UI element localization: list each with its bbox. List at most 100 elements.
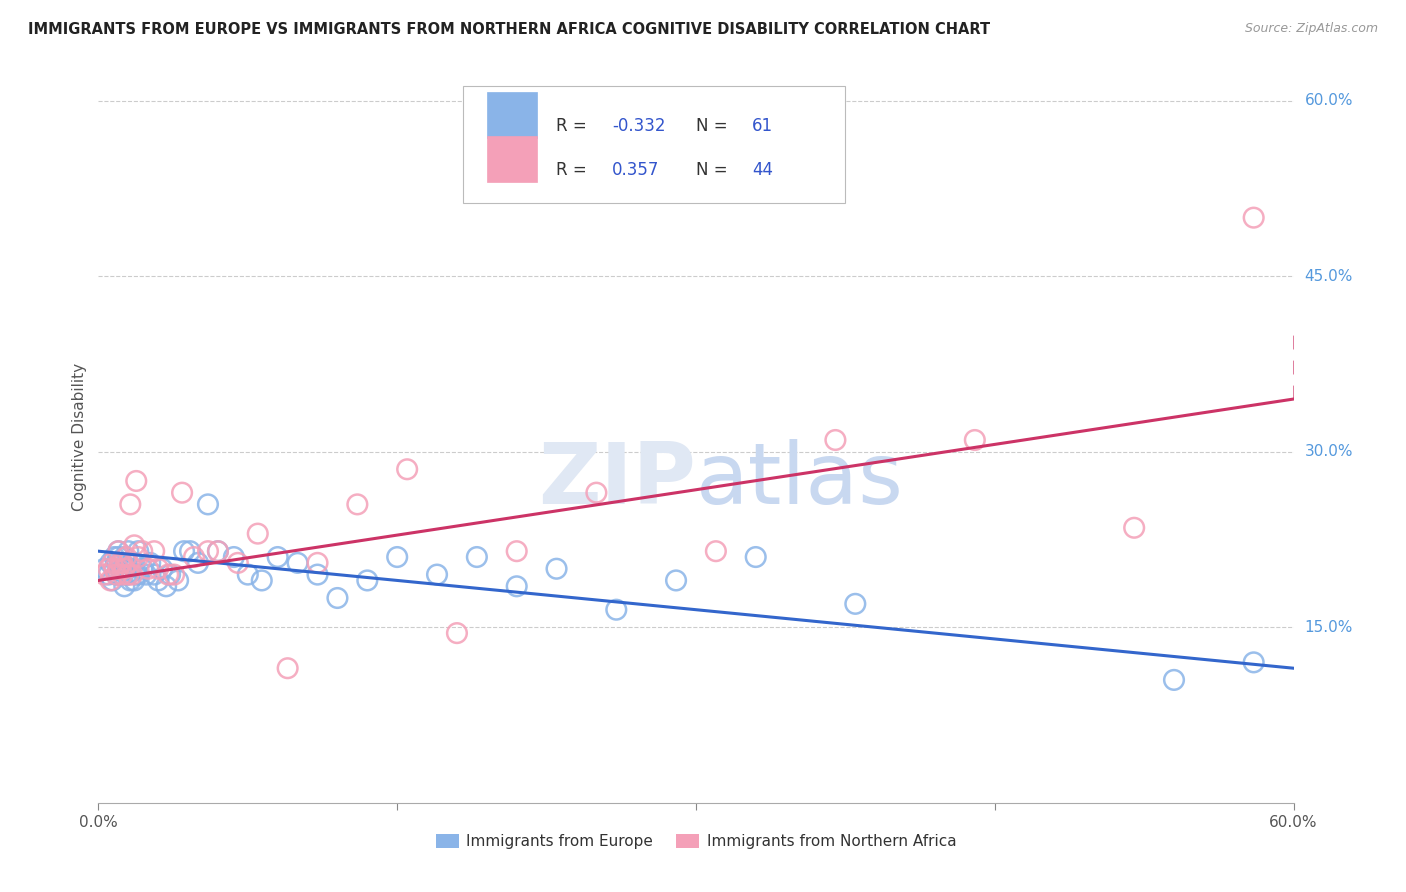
Point — [103, 562, 125, 576]
Point — [157, 567, 180, 582]
Point — [148, 562, 170, 576]
Point — [179, 544, 201, 558]
Point — [250, 574, 273, 588]
Text: IMMIGRANTS FROM EUROPE VS IMMIGRANTS FROM NORTHERN AFRICA COGNITIVE DISABILITY C: IMMIGRANTS FROM EUROPE VS IMMIGRANTS FRO… — [28, 22, 990, 37]
Point — [127, 544, 149, 558]
Point — [107, 544, 129, 558]
Point — [115, 549, 138, 564]
Point — [704, 544, 727, 558]
Point — [111, 556, 134, 570]
Text: 45.0%: 45.0% — [1305, 268, 1353, 284]
Point — [1123, 521, 1146, 535]
Point — [125, 567, 148, 582]
Point — [465, 549, 488, 564]
Point — [105, 567, 128, 582]
Text: 60.0%: 60.0% — [1305, 93, 1353, 108]
Point — [346, 497, 368, 511]
Legend: Immigrants from Europe, Immigrants from Northern Africa: Immigrants from Europe, Immigrants from … — [432, 830, 960, 854]
Point — [135, 567, 157, 582]
Point — [163, 567, 186, 582]
FancyBboxPatch shape — [463, 86, 845, 203]
Point — [93, 567, 115, 582]
Point — [326, 591, 349, 605]
Point — [124, 556, 146, 570]
Point — [307, 556, 329, 570]
Point — [150, 562, 173, 576]
Point — [385, 549, 409, 564]
Point — [93, 562, 115, 576]
Point — [1163, 673, 1185, 687]
Point — [131, 562, 153, 576]
FancyBboxPatch shape — [486, 136, 537, 182]
Point — [98, 556, 122, 570]
Point — [103, 562, 125, 576]
Point — [117, 567, 139, 582]
Point — [117, 556, 139, 570]
Text: 30.0%: 30.0% — [1305, 444, 1353, 459]
Text: -0.332: -0.332 — [613, 117, 666, 135]
Point — [111, 562, 134, 576]
Point — [121, 567, 143, 582]
Text: R =: R = — [557, 161, 586, 179]
Text: 15.0%: 15.0% — [1305, 620, 1353, 635]
Point — [107, 562, 129, 576]
Y-axis label: Cognitive Disability: Cognitive Disability — [72, 363, 87, 511]
Point — [396, 462, 419, 476]
Point — [115, 567, 138, 582]
Point — [143, 567, 166, 582]
Point — [1243, 211, 1265, 225]
Point — [585, 485, 607, 500]
Point — [107, 544, 129, 558]
Point — [127, 567, 149, 582]
Point — [136, 562, 159, 576]
Point — [131, 544, 153, 558]
Point — [197, 544, 219, 558]
Point — [506, 579, 529, 593]
Point — [120, 497, 142, 511]
Point — [546, 562, 568, 576]
Point — [127, 549, 149, 564]
Point — [173, 544, 195, 558]
Point — [172, 485, 194, 500]
Point — [226, 556, 249, 570]
Text: 44: 44 — [752, 161, 773, 179]
Point — [97, 562, 120, 576]
Text: ZIP: ZIP — [538, 440, 696, 523]
Point — [117, 567, 139, 582]
Point — [287, 556, 309, 570]
Point — [426, 567, 449, 582]
Point — [105, 556, 128, 570]
Point — [1243, 656, 1265, 670]
Point — [167, 574, 190, 588]
Text: R =: R = — [557, 117, 586, 135]
Point — [112, 562, 135, 576]
Text: atlas: atlas — [696, 440, 904, 523]
Point — [963, 433, 986, 447]
Point — [117, 544, 139, 558]
Point — [139, 556, 162, 570]
Text: Source: ZipAtlas.com: Source: ZipAtlas.com — [1244, 22, 1378, 36]
Point — [605, 603, 627, 617]
Point — [124, 538, 146, 552]
Point — [111, 567, 134, 582]
Point — [187, 556, 209, 570]
Text: 0.357: 0.357 — [613, 161, 659, 179]
Point — [745, 549, 768, 564]
Point — [155, 579, 177, 593]
Point — [120, 574, 142, 588]
Point — [101, 574, 124, 588]
Point — [183, 549, 205, 564]
Text: N =: N = — [696, 161, 727, 179]
Point — [143, 544, 166, 558]
Point — [110, 556, 132, 570]
Point — [844, 597, 866, 611]
Point — [112, 579, 135, 593]
Point — [267, 549, 290, 564]
Point — [101, 556, 124, 570]
Point — [356, 574, 378, 588]
Point — [112, 549, 135, 564]
Point — [124, 574, 146, 588]
Point — [105, 567, 128, 582]
Text: 61: 61 — [752, 117, 773, 135]
Point — [197, 497, 219, 511]
